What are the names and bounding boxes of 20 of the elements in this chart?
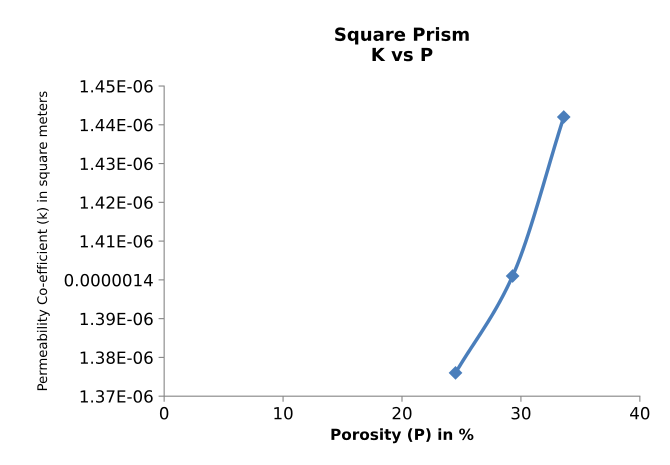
y-tick-label: 1.42E-06 <box>80 196 153 209</box>
y-axis-title: Permeability Co-efficient (k) in square meters <box>36 91 50 390</box>
y-tick-label: 1.41E-06 <box>80 235 153 248</box>
point <box>506 269 520 283</box>
y-tick-label: 1.37E-06 <box>80 390 153 403</box>
y-tick-label: 1.44E-06 <box>80 118 153 132</box>
point <box>557 110 570 124</box>
x-tick-label: 30 <box>512 406 530 420</box>
y-tick-label: 1.38E-06 <box>80 351 153 364</box>
x-tick-label: 20 <box>392 406 412 420</box>
y-tick-label: 1.45E-06 <box>80 80 153 93</box>
y-tick-label: 1.43E-06 <box>80 158 153 170</box>
chart-title: Square Prism K vs P <box>335 27 469 62</box>
x-tick-label: 40 <box>630 406 650 420</box>
x-tick-label: 0 <box>160 406 168 420</box>
x-tick-label: 10 <box>274 406 293 420</box>
x-axis-title: Porosity (P) in % <box>331 428 474 444</box>
y-tick-label: 1.39E-06 <box>80 312 153 326</box>
y-tick-label: 0.0000014 <box>64 274 153 286</box>
point <box>448 366 462 380</box>
